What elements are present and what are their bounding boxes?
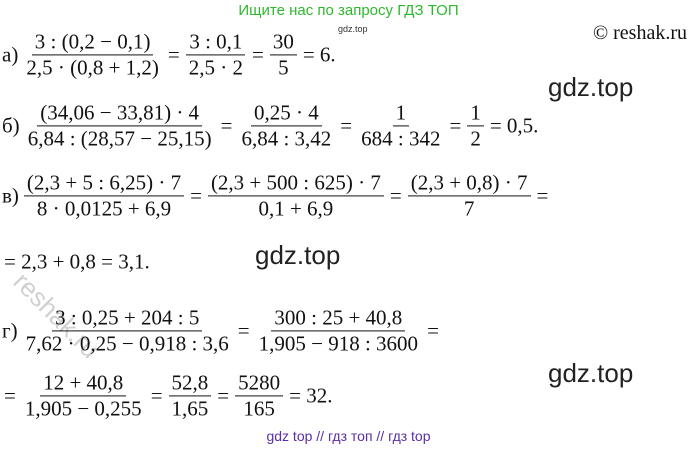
math-text: = 0,5.	[489, 113, 539, 138]
numerator: (2,3 + 5 : 6,25) · 7	[23, 171, 185, 197]
math-text: =	[536, 183, 549, 208]
numerator: (2,3 + 500 : 625) · 7	[207, 171, 384, 197]
math-text: =	[150, 383, 163, 408]
numerator: 52,8	[168, 371, 212, 397]
numerator: 1	[392, 101, 410, 127]
numerator: 12 + 40,8	[40, 371, 127, 397]
denominator: 5	[278, 55, 289, 80]
denominator: 7,62 · 0,25 − 0,918 : 3,6	[25, 331, 229, 356]
math-text: =	[4, 383, 16, 408]
denominator: 165	[243, 396, 275, 421]
math-text: =	[237, 318, 250, 343]
fraction: (2,3 + 500 : 625) · 7 0,1 + 6,9	[207, 171, 384, 221]
denominator: 2,5 · (0,8 + 1,2)	[26, 55, 159, 80]
numerator: (34,06 − 33,81) · 4	[37, 101, 203, 127]
fraction: 1 684 : 342	[358, 101, 443, 150]
fraction: (34,06 − 33,81) · 4 6,84 : (28,57 − 25,15…	[25, 101, 215, 150]
fraction: 12 + 40,8 1,905 − 0,255	[22, 371, 145, 420]
fraction: 300 : 25 + 40,8 1,905 − 918 : 3600	[256, 306, 421, 355]
numerator: 0,25 · 4	[251, 101, 322, 127]
problem-label: в)	[2, 183, 19, 208]
math-text: = 2,3 + 0,8 = 3,1.	[4, 249, 150, 274]
fraction: 3 : (0,2 − 0,1) 2,5 · (0,8 + 1,2)	[23, 30, 162, 79]
math-line: г) 3 : 0,25 + 204 : 5 7,62 · 0,25 − 0,918 …	[2, 306, 441, 355]
copyright: © reshak.ru	[592, 22, 687, 44]
math-text: =	[217, 383, 230, 408]
math-line: б) (34,06 − 33,81) · 4 6,84 : (28,57 − 25,…	[2, 101, 540, 150]
denominator: 6,84 : (28,57 − 25,15)	[27, 126, 212, 151]
math-text: =	[427, 318, 439, 343]
math-text: = 6.	[302, 42, 336, 67]
numerator: 3 : 0,1	[186, 30, 246, 56]
search-hint: Ищите нас по запросу ГДЗ ТОП	[238, 2, 459, 19]
fraction: 3 : 0,25 + 204 : 5 7,62 · 0,25 − 0,918 : …	[23, 306, 232, 355]
denominator: 1,905 − 918 : 3600	[258, 331, 419, 356]
math-text: =	[190, 183, 202, 208]
math-text: =	[220, 113, 233, 138]
math-text: =	[167, 42, 180, 67]
fraction: 5280 165	[235, 371, 284, 421]
numerator: 5280	[235, 371, 284, 397]
math-text: =	[252, 42, 264, 67]
math-text: =	[449, 113, 462, 138]
math-text: =	[340, 113, 353, 138]
watermark: gdz.top	[548, 358, 634, 388]
fraction: 3 : 0,1 2,5 · 2	[186, 30, 246, 79]
denominator: 1,65	[171, 396, 209, 421]
denominator: 0,1 + 6,9	[258, 196, 334, 221]
small-mark: gdz.top	[338, 24, 368, 34]
denominator: 2,5 · 2	[188, 55, 243, 80]
fraction: 30 5	[269, 30, 297, 80]
problem-label: г)	[2, 318, 18, 343]
math-text: = 32.	[289, 383, 333, 408]
denominator: 6,84 : 3,42	[241, 126, 332, 151]
numerator: 1	[467, 101, 484, 127]
watermark: gdz.top	[548, 72, 634, 102]
denominator: 2	[470, 126, 481, 151]
numerator: 300 : 25 + 40,8	[271, 306, 406, 332]
numerator: 3 : (0,2 − 0,1)	[31, 30, 154, 56]
math-line: = 2,3 + 0,8 = 3,1.	[2, 250, 152, 275]
denominator: 1,905 − 0,255	[24, 396, 142, 421]
fraction: 52,8 1,65	[168, 371, 212, 421]
fraction: 0,25 · 4 6,84 : 3,42	[238, 101, 334, 150]
math-text: =	[389, 183, 402, 208]
problem-label: а)	[2, 42, 19, 67]
numerator: 3 : 0,25 + 204 : 5	[52, 306, 203, 332]
footer: gdz top // гдз топ // гдз top	[266, 428, 431, 444]
numerator: (2,3 + 0,8) · 7	[407, 171, 531, 197]
denominator: 8 · 0,0125 + 6,9	[36, 196, 172, 221]
watermark: gdz.top	[255, 240, 341, 270]
math-line: = 12 + 40,8 1,905 − 0,255 = 52,8 1,65 = 5280 165…	[2, 371, 334, 420]
numerator: 30	[269, 30, 297, 56]
denominator: 7	[463, 196, 475, 221]
problem-label: б)	[2, 113, 20, 138]
denominator: 684 : 342	[361, 126, 441, 151]
math-line: а) 3 : (0,2 − 0,1) 2,5 · (0,8 + 1,2) = 3 : 0…	[2, 30, 338, 79]
